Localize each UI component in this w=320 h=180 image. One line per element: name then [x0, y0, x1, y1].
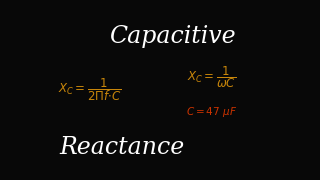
- Text: $X_C = \dfrac{1}{\omega C}$: $X_C = \dfrac{1}{\omega C}$: [187, 65, 236, 90]
- Text: Reactance: Reactance: [59, 136, 184, 159]
- Text: $X_C = \dfrac{1}{2\Pi f{\cdot}C}$: $X_C = \dfrac{1}{2\Pi f{\cdot}C}$: [58, 77, 121, 103]
- Text: $C = 47\ \mu F$: $C = 47\ \mu F$: [186, 105, 237, 119]
- Text: Capacitive: Capacitive: [109, 24, 236, 48]
